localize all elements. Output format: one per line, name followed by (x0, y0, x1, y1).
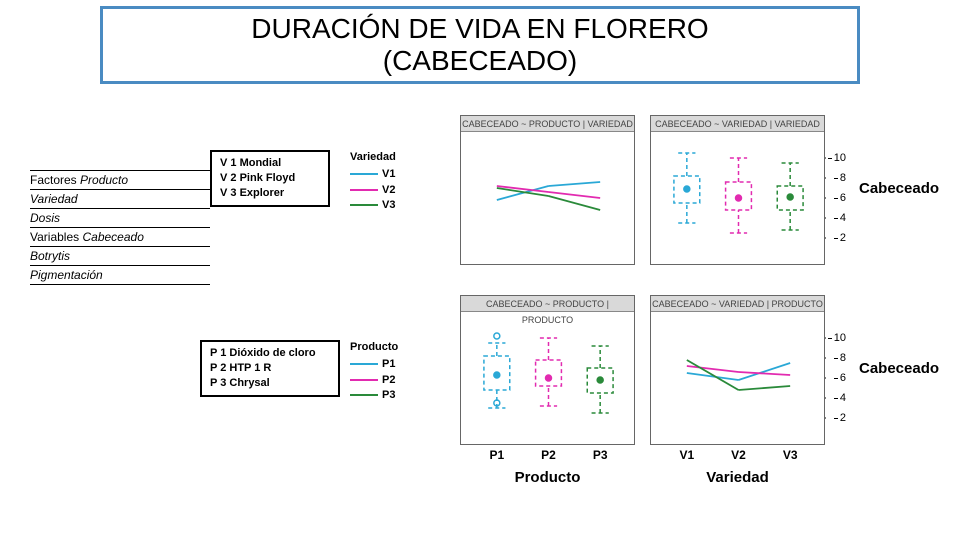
legend-prod-1: P 1 Dióxido de cloro (210, 346, 330, 361)
legend-var-2: V 2 Pink Floyd (220, 171, 320, 186)
ylabel-top: Cabeceado (859, 180, 939, 197)
legend-var-3: V 3 Explorer (220, 186, 320, 201)
ylabel-bottom: Cabeceado (859, 360, 939, 377)
legend-prod-3: P 3 Chrysal (210, 376, 330, 391)
ytick: 2 (840, 412, 846, 424)
mini-legend-product-title: Producto (350, 340, 430, 355)
variables-header: Variables (30, 230, 79, 244)
factor-2: Dosis (30, 211, 60, 225)
legend-variety-box: V 1 Mondial V 2 Pink Floyd V 3 Explorer (210, 150, 330, 207)
factor-0: Producto (80, 173, 128, 187)
xtick: P2 (541, 448, 556, 462)
variable-0: Cabeceado (82, 230, 143, 244)
ytick: 10 (834, 332, 846, 344)
xtick: V3 (783, 448, 798, 462)
xlabel-variety: Variedad (650, 469, 825, 486)
chart-panel-tl: CABECEADO ~ PRODUCTO | VARIEDAD (460, 115, 635, 265)
ytick: 6 (840, 372, 846, 384)
ytick: 8 (840, 352, 846, 364)
legend-product-box: P 1 Dióxido de cloro P 2 HTP 1 R P 3 Chr… (200, 340, 340, 397)
factors-variables-table: Factores Producto Variedad Dosis Variabl… (30, 170, 210, 285)
xlabel-product: Producto (460, 469, 635, 486)
ytick: 2 (840, 232, 846, 244)
variable-2: Pigmentación (30, 268, 103, 282)
ytick: 8 (840, 172, 846, 184)
page-title-box: DURACIÓN DE VIDA EN FLORERO (CABECEADO) (100, 6, 860, 84)
xtick: P3 (593, 448, 608, 462)
xtick: P1 (489, 448, 504, 462)
legend-prod-2: P 2 HTP 1 R (210, 361, 330, 376)
title-line-2: (CABECEADO) (383, 45, 577, 76)
factors-header: Factores (30, 173, 77, 187)
ytick: 10 (834, 152, 846, 164)
title-line-1: DURACIÓN DE VIDA EN FLORERO (251, 13, 708, 44)
xtick: V2 (731, 448, 746, 462)
legend-var-1: V 1 Mondial (220, 156, 320, 171)
mini-legend-product: Producto P1 P2 P3 (350, 340, 430, 404)
chart-panel-tr: CABECEADO ~ VARIEDAD | VARIEDAD246810 (650, 115, 825, 265)
variable-1: Botrytis (30, 249, 70, 263)
ytick: 4 (840, 212, 846, 224)
chart-panel-br: CABECEADO ~ VARIEDAD | PRODUCTO246810V1V… (650, 295, 825, 445)
mini-legend-variety-title: Variedad (350, 150, 430, 165)
chart-panel-bl: CABECEADO ~ PRODUCTO | PRODUCTOP1P2P3 (460, 295, 635, 445)
xtick: V1 (679, 448, 694, 462)
ytick: 4 (840, 392, 846, 404)
mini-legend-variety: Variedad V1 V2 V3 (350, 150, 430, 214)
factor-1: Variedad (30, 192, 78, 206)
ytick: 6 (840, 192, 846, 204)
